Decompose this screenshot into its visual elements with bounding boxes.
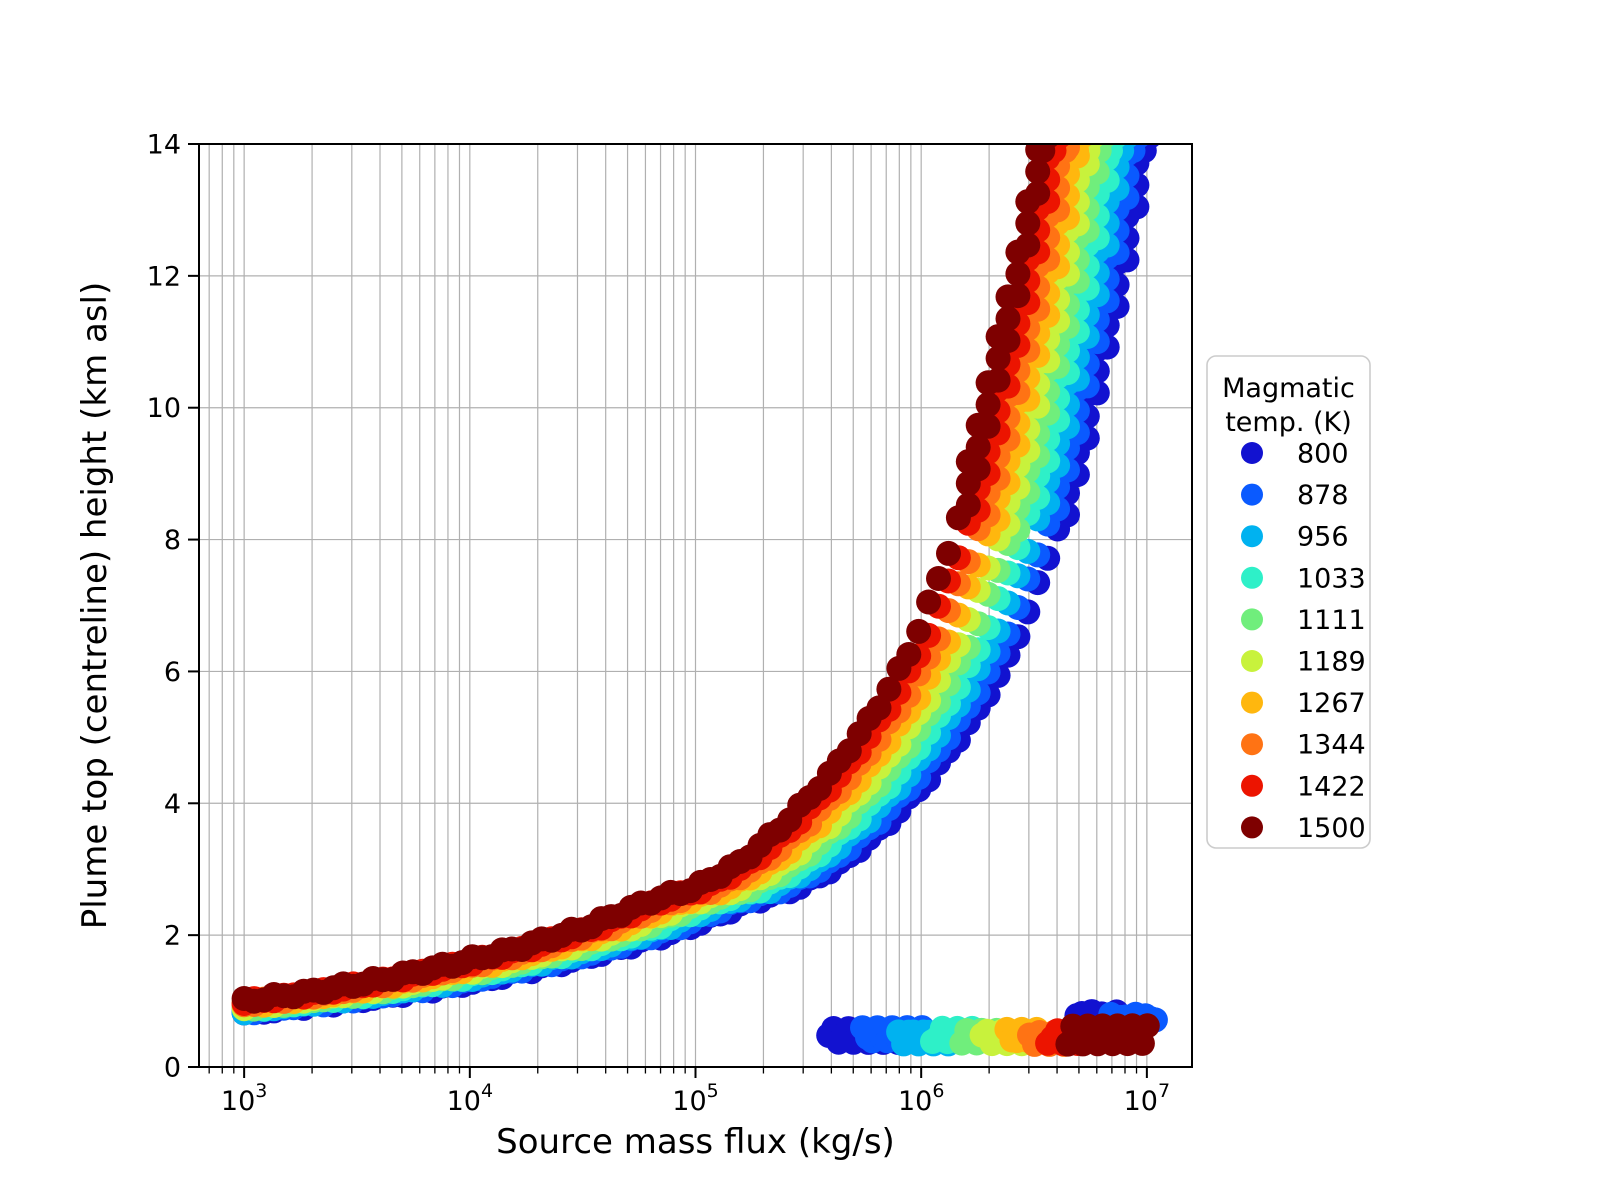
y-tick-label: 6: [164, 657, 181, 688]
x-tick-label: 103: [221, 1080, 267, 1117]
x-tick-label: 107: [1124, 1080, 1170, 1117]
y-tick-label: 0: [164, 1053, 181, 1084]
y-tick-label: 12: [147, 261, 181, 292]
legend-entry-1111: 1111: [1241, 605, 1366, 636]
legend-entry-1422: 1422: [1241, 771, 1366, 802]
legend-entry-800: 800: [1241, 439, 1349, 470]
legend-title-line: temp. (K): [1225, 407, 1352, 438]
legend-marker-icon: [1241, 525, 1263, 548]
y-tick-label: 14: [147, 130, 181, 161]
legend-title-line: Magmatic: [1222, 373, 1355, 404]
y-tick-label: 10: [147, 393, 181, 424]
legend-entry-label: 1344: [1297, 730, 1366, 761]
legend-entry-label: 1500: [1297, 813, 1366, 844]
legend-marker-icon: [1241, 733, 1263, 756]
y-tick-label: 2: [164, 921, 181, 952]
tick-labels: 103 104 105 106 107 0 2 4 6 8 10 12 14: [147, 130, 1170, 1118]
x-tick-label: 106: [898, 1080, 944, 1117]
y-tick-label: 4: [164, 789, 181, 820]
legend-entry-1500: 1500: [1241, 813, 1366, 844]
legend-entry-label: 1111: [1297, 605, 1366, 636]
legend-marker-icon: [1241, 774, 1263, 797]
scatter-series-1500: [231, 144, 1160, 1057]
legend-entry-1033: 1033: [1241, 563, 1366, 594]
legend-entry-label: 1267: [1297, 688, 1366, 719]
legend-marker-icon: [1241, 650, 1263, 672]
axis-ticks: [188, 143, 1148, 1078]
legend-entry-878: 878: [1241, 480, 1349, 511]
scatter-points: [231, 144, 1168, 1057]
legend-entry-1267: 1267: [1241, 688, 1366, 719]
x-tick-label: 104: [447, 1080, 493, 1117]
x-axis-label: Source mass flux (kg/s): [496, 1122, 895, 1162]
x-tick-label: 105: [672, 1080, 718, 1117]
legend-entry-956: 956: [1241, 522, 1349, 553]
legend-entry-label: 878: [1297, 480, 1349, 511]
legend-marker-icon: [1241, 608, 1263, 631]
legend-marker-icon: [1241, 816, 1263, 839]
legend-marker-icon: [1241, 442, 1263, 464]
legend-entry-label: 956: [1297, 522, 1349, 553]
y-tick-label: 8: [164, 525, 181, 556]
legend-entry-label: 1033: [1297, 563, 1366, 594]
legend-entry-label: 800: [1297, 439, 1349, 470]
y-axis-label: Plume top (centreline) height (km asl): [75, 282, 115, 930]
legend-box: [1206, 355, 1371, 849]
legend-entry-label: 1422: [1297, 771, 1366, 802]
legend-entry-1344: 1344: [1241, 730, 1366, 761]
legend-marker-icon: [1241, 691, 1263, 714]
legend-entry-1189: 1189: [1241, 647, 1366, 678]
legend-marker-icon: [1241, 566, 1263, 589]
legend-entry-label: 1189: [1297, 647, 1366, 678]
legend-marker-icon: [1241, 483, 1263, 506]
